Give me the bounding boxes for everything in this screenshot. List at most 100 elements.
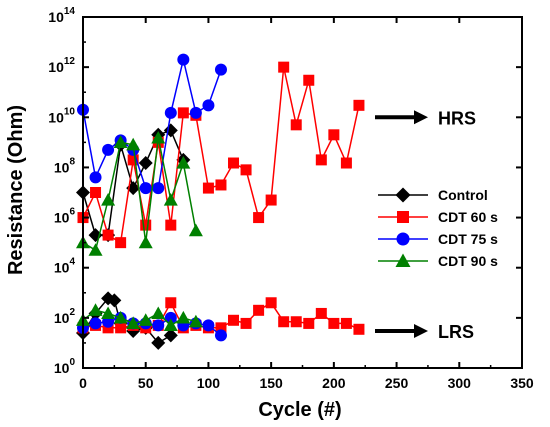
data-point-cdt-60-s-hrs [90, 187, 102, 198]
data-point-control-hrs [138, 156, 153, 171]
data-point-cdt-60-s-hrs [340, 157, 352, 169]
data-point-cdt-60-s-lrs [253, 304, 265, 316]
data-point-control-lrs [107, 293, 122, 308]
y-tick-label: 1010 [48, 106, 75, 125]
legend-marker [397, 211, 409, 223]
data-point-cdt-60-s-hrs [215, 179, 227, 191]
x-tick-label: 350 [510, 375, 534, 391]
data-point-cdt-60-s-lrs [265, 297, 277, 309]
data-point-cdt-90-s-hrs [151, 130, 166, 144]
data-point-cdt-60-s-hrs [102, 229, 114, 241]
data-point-cdt-90-s-lrs [151, 306, 166, 320]
axes [82, 16, 523, 369]
data-point-cdt-75-s-lrs [214, 329, 227, 342]
data-point-cdt-60-s-hrs [253, 212, 265, 224]
data-point-cdt-90-s-hrs [126, 137, 141, 151]
legend-label: CDT 75 s [438, 231, 498, 247]
data-point-cdt-60-s-hrs [228, 157, 240, 169]
legend-label: CDT 90 s [438, 253, 498, 269]
data-point-cdt-90-s-hrs [138, 235, 153, 249]
y-tick-label: 100 [54, 357, 76, 376]
data-point-cdt-75-s-hrs [102, 143, 115, 156]
data-point-cdt-75-s-hrs [202, 99, 215, 112]
x-tick-label: 50 [138, 375, 154, 391]
data-point-cdt-60-s-hrs [328, 129, 340, 141]
data-point-cdt-60-s-lrs [303, 317, 315, 329]
data-point-cdt-60-s-lrs [215, 322, 227, 334]
series-line-cdt-90-s-hrs [82, 137, 197, 252]
x-tick-label: 300 [448, 375, 472, 391]
data-point-cdt-60-s-hrs [202, 182, 214, 194]
data-point-cdt-60-s-hrs [165, 219, 177, 231]
data-point-cdt-60-s-lrs [353, 323, 365, 335]
data-point-cdt-75-s-hrs [164, 106, 177, 119]
data-point-cdt-90-s-lrs [176, 310, 191, 324]
data-point-cdt-60-s-lrs [228, 314, 240, 326]
data-point-cdt-75-s-lrs [152, 319, 165, 332]
data-point-cdt-60-s-lrs [115, 322, 127, 334]
data-point-cdt-75-s-hrs [152, 182, 165, 195]
data-point-cdt-60-s-hrs [353, 99, 365, 111]
data-point-cdt-60-s-lrs [240, 317, 252, 329]
data-point-cdt-90-s-hrs [113, 135, 128, 148]
annotations: HRS LRS [375, 108, 476, 342]
series-cdt-90-s [76, 130, 203, 332]
data-point-cdt-60-s-hrs [127, 154, 139, 166]
data-point-cdt-90-s-lrs [188, 314, 203, 328]
y-tick-label: 104 [54, 257, 76, 276]
data-point-cdt-90-s-hrs [176, 156, 191, 169]
data-point-cdt-90-s-lrs [126, 316, 141, 330]
tick-labels: 0 50 100 150 200 250 300 350 100 102 104 106 108 1010… [48, 6, 534, 391]
series-line-cdt-75-s-hrs [82, 59, 222, 189]
x-axis-label: Cycle (#) [258, 399, 341, 421]
data-point-cdt-90-s-hrs [88, 243, 103, 256]
data-point-cdt-60-s-hrs [303, 74, 315, 86]
data-point-cdt-90-s-lrs [138, 313, 153, 326]
data-point-cdt-60-s-hrs [240, 164, 252, 176]
legend-item-cdt-90-s: CDT 90 s [378, 253, 498, 269]
data-point-cdt-60-s-hrs [265, 194, 277, 206]
data-point-cdt-75-s-lrs [202, 319, 215, 332]
data-point-cdt-90-s-lrs [88, 303, 103, 316]
data-point-cdt-75-s-hrs [89, 171, 102, 184]
y-tick-label: 102 [54, 307, 76, 326]
series-line-cdt-90-s-lrs [82, 309, 197, 327]
data-point-cdt-60-s-lrs [165, 297, 177, 309]
annotation-lrs: LRS [375, 322, 474, 342]
data-point-cdt-60-s-lrs [315, 307, 327, 319]
legend-label: CDT 60 s [438, 209, 498, 225]
data-point-cdt-60-s-hrs [315, 154, 327, 166]
data-point-cdt-60-s-hrs [115, 237, 127, 249]
data-point-cdt-60-s-lrs [102, 322, 114, 334]
legend-marker [395, 187, 411, 203]
data-point-cdt-75-s-hrs [139, 182, 152, 195]
x-tick-label: 100 [197, 375, 221, 391]
x-tick-label: 0 [79, 375, 87, 391]
legend-item-cdt-75-s: CDT 75 s [378, 231, 498, 247]
series-cdt-60-s [77, 61, 365, 335]
data-point-cdt-90-s-lrs [163, 318, 178, 332]
data-point-cdt-90-s-lrs [101, 306, 116, 320]
annotation-label: LRS [438, 322, 474, 342]
legend-item-control: Control [378, 187, 488, 203]
y-tick-label: 1012 [48, 56, 75, 75]
y-tick-label: 108 [54, 156, 76, 175]
legend-label: Control [438, 187, 488, 203]
data-point-cdt-60-s-lrs [290, 316, 302, 328]
legend: Control CDT 60 s CDT 75 s CDT 90 s [378, 187, 498, 269]
data-point-cdt-60-s-hrs [177, 107, 189, 119]
legend-marker [396, 232, 410, 246]
series-group [76, 53, 365, 350]
data-point-cdt-90-s-hrs [101, 193, 116, 206]
data-point-cdt-75-s-hrs [177, 53, 190, 66]
data-point-cdt-75-s-hrs [214, 63, 227, 76]
legend-marker [395, 253, 411, 267]
data-point-cdt-60-s-hrs [278, 61, 290, 73]
y-tick-label: 1014 [48, 6, 75, 25]
data-point-control-hrs [163, 123, 178, 138]
data-point-cdt-75-s-lrs [89, 317, 102, 330]
data-point-cdt-60-s-lrs [278, 316, 290, 328]
x-tick-label: 250 [385, 375, 409, 391]
y-axis-label: Resistance (Ohm) [5, 105, 27, 275]
